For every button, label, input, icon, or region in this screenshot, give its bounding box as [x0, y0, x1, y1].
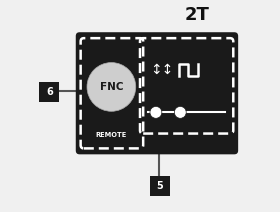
- Text: ↕↕: ↕↕: [151, 63, 174, 77]
- FancyBboxPatch shape: [76, 32, 238, 154]
- Text: 2T: 2T: [185, 6, 210, 24]
- Circle shape: [150, 106, 162, 118]
- Text: FNC: FNC: [100, 82, 123, 92]
- Circle shape: [174, 106, 186, 118]
- Circle shape: [87, 63, 136, 111]
- FancyBboxPatch shape: [39, 82, 59, 102]
- Text: 6: 6: [46, 87, 53, 97]
- Text: REMOTE: REMOTE: [96, 132, 127, 138]
- FancyBboxPatch shape: [150, 176, 170, 196]
- Text: 5: 5: [156, 181, 163, 191]
